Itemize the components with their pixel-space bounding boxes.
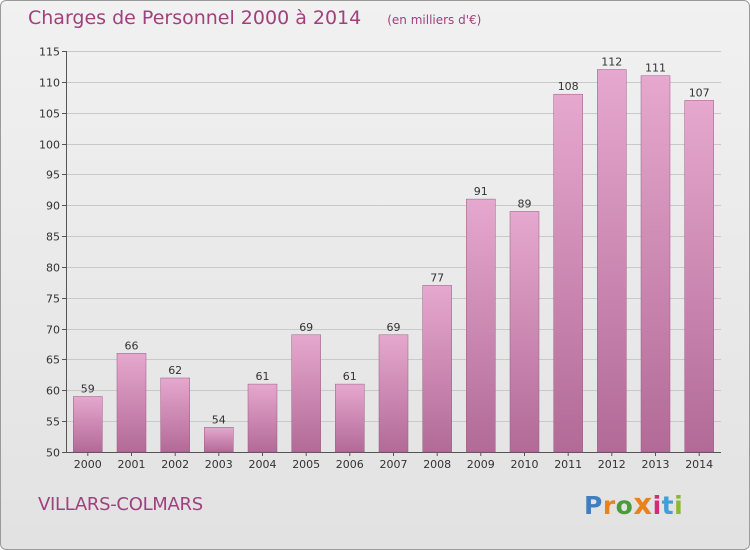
y-tick-label-100: 100 (39, 139, 60, 152)
chart-subtitle: (en milliers d'€) (387, 13, 482, 27)
x-tick-label-2001: 2001 (118, 458, 146, 471)
bar-2012 (597, 69, 627, 453)
data-label-2014: 107 (689, 86, 710, 99)
y-tick-label-90: 90 (46, 200, 60, 213)
y-tick-label-115: 115 (39, 46, 60, 59)
chart-title: Charges de Personnel 2000 à 2014 (28, 7, 362, 29)
x-tick-label-2003: 2003 (205, 458, 233, 471)
x-tick-label-2009: 2009 (467, 458, 495, 471)
data-label-2010: 89 (518, 197, 532, 210)
y-tick-label-70: 70 (46, 324, 60, 337)
y-tick-label-75: 75 (46, 293, 60, 306)
logo-letter: t (661, 491, 675, 520)
bar-2006 (335, 383, 365, 453)
y-tick-label-80: 80 (46, 262, 60, 275)
data-label-2013: 111 (645, 62, 666, 75)
data-label-2000: 59 (81, 383, 95, 396)
x-tick-label-2007: 2007 (380, 458, 408, 471)
logo-letter: x (633, 487, 653, 521)
bar-2002 (160, 377, 190, 453)
logo-letter: o (615, 491, 634, 520)
logo-letter: i (652, 491, 662, 520)
data-label-2011: 108 (558, 80, 579, 93)
bar-2003 (204, 427, 234, 453)
bar-2013 (640, 75, 671, 453)
commune-name: VILLARS-COLMARS (38, 494, 203, 515)
x-tick-label-2010: 2010 (511, 458, 539, 471)
data-label-2006: 61 (343, 370, 357, 383)
y-tick-label-55: 55 (46, 416, 60, 429)
bar-2004 (247, 383, 278, 453)
bar-2001 (116, 353, 147, 453)
bars (73, 69, 714, 453)
x-tick-label-2014: 2014 (685, 458, 713, 471)
x-tick-label-2012: 2012 (598, 458, 626, 471)
data-label-2012: 112 (601, 56, 622, 69)
y-tick-label-85: 85 (46, 231, 60, 244)
data-label-2002: 62 (168, 364, 182, 377)
logo-letter: P (584, 491, 603, 520)
data-labels: 59 66 62 54 61 69 61 69 77 91 89 108 112 111 107 (81, 56, 710, 427)
x-tick-label-2011: 2011 (554, 458, 582, 471)
x-tick-label-2004: 2004 (249, 458, 277, 471)
proxiti-logo[interactable]: Proxiti (584, 487, 683, 521)
data-label-2008: 77 (430, 271, 444, 284)
data-label-2007: 69 (387, 321, 401, 334)
y-tick-label-50: 50 (46, 447, 60, 460)
x-tick-label-2013: 2013 (642, 458, 670, 471)
x-tick-label-2002: 2002 (161, 458, 189, 471)
bar-2005 (291, 334, 321, 453)
y-tick-label-95: 95 (46, 169, 60, 182)
logo-letter: r (602, 491, 616, 520)
x-tick-label-2006: 2006 (336, 458, 364, 471)
data-label-2009: 91 (474, 185, 488, 198)
logo-letter: i (674, 491, 684, 520)
y-tick-label-60: 60 (46, 385, 60, 398)
x-tick-label-2000: 2000 (74, 458, 102, 471)
data-label-2003: 54 (212, 413, 226, 426)
bar-2010 (509, 211, 540, 453)
bar-2011 (553, 93, 583, 453)
y-tick-label-65: 65 (46, 354, 60, 367)
data-label-2001: 66 (125, 339, 139, 352)
axes: 50 55 60 65 70 75 80 85 90 95 100 105 110 115 2000 2001… (39, 46, 721, 471)
data-label-2005: 69 (299, 321, 313, 334)
title-row: Charges de Personnel 2000 à 2014 (en mill… (28, 7, 481, 29)
bar-2008 (422, 285, 452, 453)
bar-2007 (378, 334, 409, 453)
y-tick-label-105: 105 (39, 108, 60, 121)
bar-2009 (466, 198, 496, 453)
x-tick-label-2008: 2008 (423, 458, 451, 471)
bar-2014 (684, 100, 714, 453)
x-tick-label-2005: 2005 (292, 458, 320, 471)
bar-2000 (73, 396, 103, 453)
data-label-2004: 61 (256, 370, 270, 383)
y-tick-label-110: 110 (39, 77, 60, 90)
